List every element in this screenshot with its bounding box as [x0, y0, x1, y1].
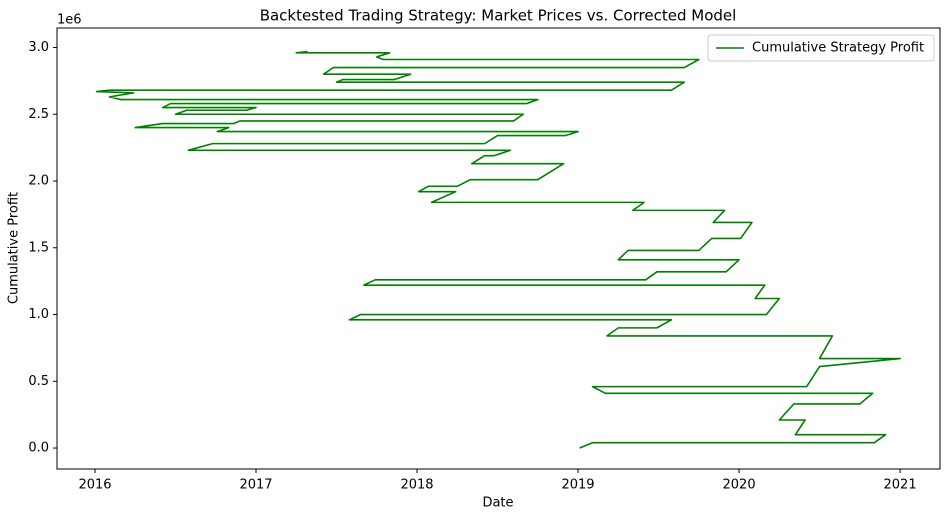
x-tick-label: 2017: [239, 478, 272, 493]
y-axis-label: Cumulative Profit: [7, 192, 22, 304]
y-tick-label: 1.0: [28, 307, 49, 322]
x-axis-label: Date: [482, 496, 513, 511]
legend-label: Cumulative Strategy Profit: [752, 41, 924, 56]
y-tick-label: 1.5: [28, 240, 49, 255]
x-tick-label: 2018: [400, 478, 433, 493]
x-tick-label: 2021: [884, 478, 917, 493]
chart-title: Backtested Trading Strategy: Market Pric…: [260, 7, 737, 25]
x-tick-label: 2016: [78, 478, 111, 493]
plot-frame: [56, 27, 941, 470]
y-offset-label: 1e6: [57, 13, 82, 28]
x-tick-label: 2020: [723, 478, 756, 493]
x-tick-label: 2019: [561, 478, 594, 493]
y-tick-label: 2.0: [28, 174, 49, 189]
y-tick-label: 0.0: [28, 441, 49, 456]
y-tick-label: 3.0: [28, 40, 49, 55]
y-tick-label: 2.5: [28, 107, 49, 122]
legend-box: [707, 34, 935, 62]
data-line: [95, 50, 901, 449]
y-tick-label: 0.5: [28, 374, 49, 389]
